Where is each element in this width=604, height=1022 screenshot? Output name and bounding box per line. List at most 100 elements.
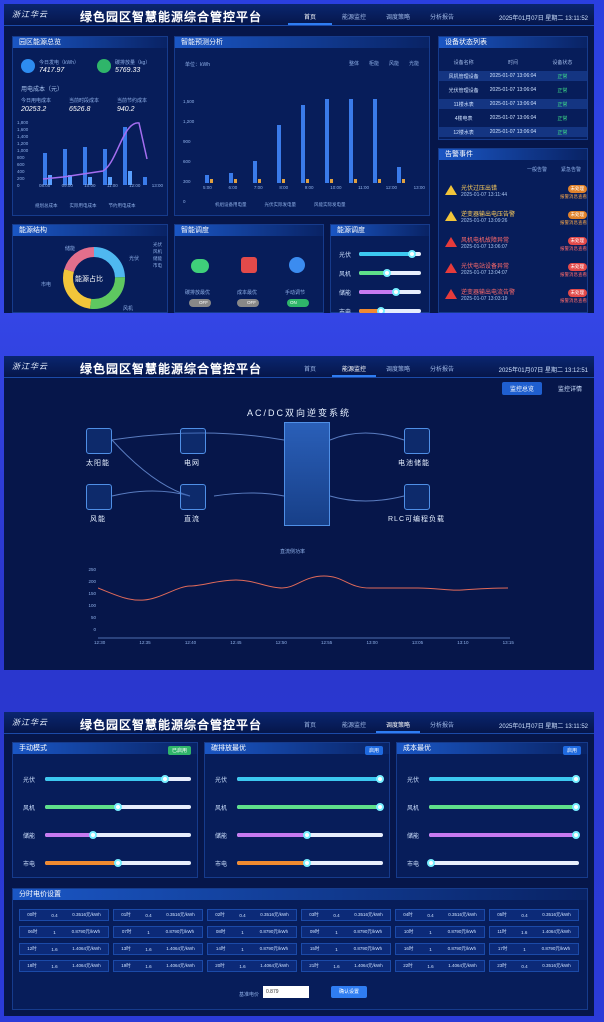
price-cell[interactable]: 12时 1.6 1.4064元/kWh xyxy=(19,943,109,955)
wind-node[interactable] xyxy=(86,484,112,510)
grid-node[interactable] xyxy=(180,428,206,454)
price-cell[interactable]: 23时 0.4 0.3516元/kWh xyxy=(489,960,579,972)
toggle-carbon[interactable]: OFF xyxy=(189,299,211,307)
alarm-item[interactable]: 风机电机故障异常 2025-01-07 13:06:07 未处理 报警消息查看 xyxy=(445,235,589,255)
slider-handle[interactable] xyxy=(303,831,312,839)
slider-solar[interactable] xyxy=(237,775,385,783)
tab-home[interactable]: 首页 xyxy=(303,723,316,729)
alarm-status-button[interactable]: 未处理 xyxy=(567,263,587,271)
slider-grid[interactable] xyxy=(359,307,421,313)
table-row[interactable]: 11楼水表 2025-01-07 13:06:04 正常 xyxy=(439,99,587,109)
dc-node[interactable] xyxy=(180,484,206,510)
alarm-link[interactable]: 报警消息查看 xyxy=(560,220,587,225)
tab-report[interactable]: 分析报告 xyxy=(429,367,454,373)
tab-schedule[interactable]: 调度策略 xyxy=(385,367,410,373)
slider-grid[interactable] xyxy=(426,859,579,867)
mode-tag[interactable]: 启用 xyxy=(364,746,383,755)
table-row[interactable]: 12楼水表 2025-01-07 13:06:04 正常 xyxy=(439,127,587,137)
price-cell[interactable]: 07时 1 0.8790元/kWh xyxy=(113,926,203,938)
tab-monitor[interactable]: 能源监控 xyxy=(341,15,366,21)
option-load[interactable]: 柜能 xyxy=(368,61,379,67)
tab-report[interactable]: 分析报告 xyxy=(429,723,454,729)
tab-home[interactable]: 首页 xyxy=(288,12,332,25)
alarm-link[interactable]: 报警消息查看 xyxy=(560,272,587,277)
alarm-status-button[interactable]: 未处理 xyxy=(567,185,587,193)
price-cell[interactable]: 05时 0.4 0.3516元/kWh xyxy=(489,909,579,921)
slider-grid[interactable] xyxy=(45,859,191,867)
price-cell[interactable]: 10时 1 0.8790元/kWh xyxy=(395,926,485,938)
tab-home[interactable]: 首页 xyxy=(303,367,316,373)
tab-report[interactable]: 分析报告 xyxy=(429,15,454,21)
slider-handle[interactable] xyxy=(376,307,385,313)
slider-handle[interactable] xyxy=(572,831,580,839)
slider-handle[interactable] xyxy=(114,859,122,867)
slider-storage[interactable] xyxy=(237,831,383,839)
alarm-item[interactable]: 逆变器输出电流告警 2025-01-07 13:03:19 未处理 报警消息查看 xyxy=(445,287,589,307)
slider-handle[interactable] xyxy=(392,288,401,296)
slider-wind[interactable] xyxy=(45,803,191,811)
mode-tag[interactable]: 启用 xyxy=(562,746,581,755)
price-cell[interactable]: 02时 0.4 0.3516元/kWh xyxy=(207,909,297,921)
price-cell[interactable]: 01时 0.4 0.3516元/kWh xyxy=(113,909,203,921)
slider-solar[interactable] xyxy=(45,775,191,783)
price-cell[interactable]: 17时 1 0.8790元/kWh xyxy=(489,943,579,955)
slider-wind[interactable] xyxy=(237,803,385,811)
price-cell[interactable]: 15时 1 0.8790元/kWh xyxy=(301,943,391,955)
option-all[interactable]: 整体 xyxy=(348,61,359,67)
price-cell[interactable]: 20时 1.6 1.4064元/kWh xyxy=(207,960,297,972)
confirm-button[interactable]: 确认设置 xyxy=(331,986,367,998)
slider-handle[interactable] xyxy=(572,775,580,783)
alarm-status-button[interactable]: 未处理 xyxy=(567,211,587,219)
slider-handle[interactable] xyxy=(382,269,391,277)
price-cell[interactable]: 21时 1.6 1.4064元/kWh xyxy=(301,960,391,972)
price-cell[interactable]: 13时 1.6 1.4064元/kWh xyxy=(113,943,203,955)
slider-storage[interactable] xyxy=(429,831,580,839)
mode-tag[interactable]: 已启用 xyxy=(167,746,191,755)
option-wind[interactable]: 风能 xyxy=(388,61,399,67)
price-cell[interactable]: 11时 1.6 1.4064元/kWh xyxy=(489,926,579,938)
slider-wind[interactable] xyxy=(429,803,580,811)
slider-handle[interactable] xyxy=(572,803,580,811)
option-solar[interactable]: 光能 xyxy=(408,61,419,67)
slider-solar[interactable] xyxy=(359,250,421,258)
price-cell[interactable]: 09时 1 0.8790元/kWh xyxy=(301,926,391,938)
alarm-item[interactable]: 光伏过压出错 2025-01-07 13:11:44 未处理 报警消息查看 xyxy=(445,183,589,203)
slider-handle[interactable] xyxy=(303,859,312,867)
slider-grid[interactable] xyxy=(237,859,383,867)
alarm-item[interactable]: 逆变器输出电压告警 2025-01-07 13:09:26 未处理 报警消息查看 xyxy=(445,209,589,229)
price-cell[interactable]: 19时 1.6 1.4064元/kWh xyxy=(113,960,203,972)
load-node[interactable] xyxy=(404,484,430,510)
slider-storage[interactable] xyxy=(359,288,421,296)
subtab-detail[interactable]: 监控详情 xyxy=(557,387,582,393)
price-cell[interactable]: 04时 0.4 0.3516元/kWh xyxy=(395,909,485,921)
toggle-cost[interactable]: OFF xyxy=(237,299,259,307)
table-row[interactable]: 风机管理设备 2025-01-07 13:06:04 正常 xyxy=(439,71,587,81)
tab-monitor[interactable]: 能源监控 xyxy=(341,723,366,729)
slider-handle[interactable] xyxy=(114,803,122,811)
solar-node[interactable] xyxy=(86,428,112,454)
subtab-overview[interactable]: 监控总览 xyxy=(501,382,542,395)
price-cell[interactable]: 18时 1.6 1.4064元/kWh xyxy=(19,960,109,972)
slider-handle[interactable] xyxy=(426,859,435,867)
table-row[interactable]: 光伏管理设备 2025-01-07 13:06:04 正常 xyxy=(439,85,587,95)
tab-monitor[interactable]: 能源监控 xyxy=(332,364,376,377)
base-price-input[interactable] xyxy=(263,986,309,998)
price-cell[interactable]: 00时 0.4 0.3516元/kWh xyxy=(19,909,109,921)
alarm-link[interactable]: 报警消息查看 xyxy=(560,246,587,251)
slider-storage[interactable] xyxy=(45,831,191,839)
battery-node[interactable] xyxy=(404,428,430,454)
slider-handle[interactable] xyxy=(407,250,416,258)
alarm-link[interactable]: 报警消息查看 xyxy=(560,298,587,303)
slider-handle[interactable] xyxy=(376,775,385,783)
price-cell[interactable]: 14时 1 0.8790元/kWh xyxy=(207,943,297,955)
slider-handle[interactable] xyxy=(160,775,169,783)
price-cell[interactable]: 16时 1 0.8790元/kWh xyxy=(395,943,485,955)
toggle-manual[interactable]: ON xyxy=(287,299,309,307)
price-cell[interactable]: 08时 1 0.8790元/kWh xyxy=(207,926,297,938)
alarm-status-button[interactable]: 未处理 xyxy=(567,289,587,297)
price-cell[interactable]: 06时 1 0.8790元/kWh xyxy=(19,926,109,938)
slider-solar[interactable] xyxy=(429,775,580,783)
table-row[interactable]: 4楼电表 2025-01-07 13:06:04 正常 xyxy=(439,113,587,123)
alarm-item[interactable]: 光伏电站设备异常 2025-01-07 13:04:07 未处理 报警消息查看 xyxy=(445,261,589,281)
alarm-status-button[interactable]: 未处理 xyxy=(567,237,587,245)
